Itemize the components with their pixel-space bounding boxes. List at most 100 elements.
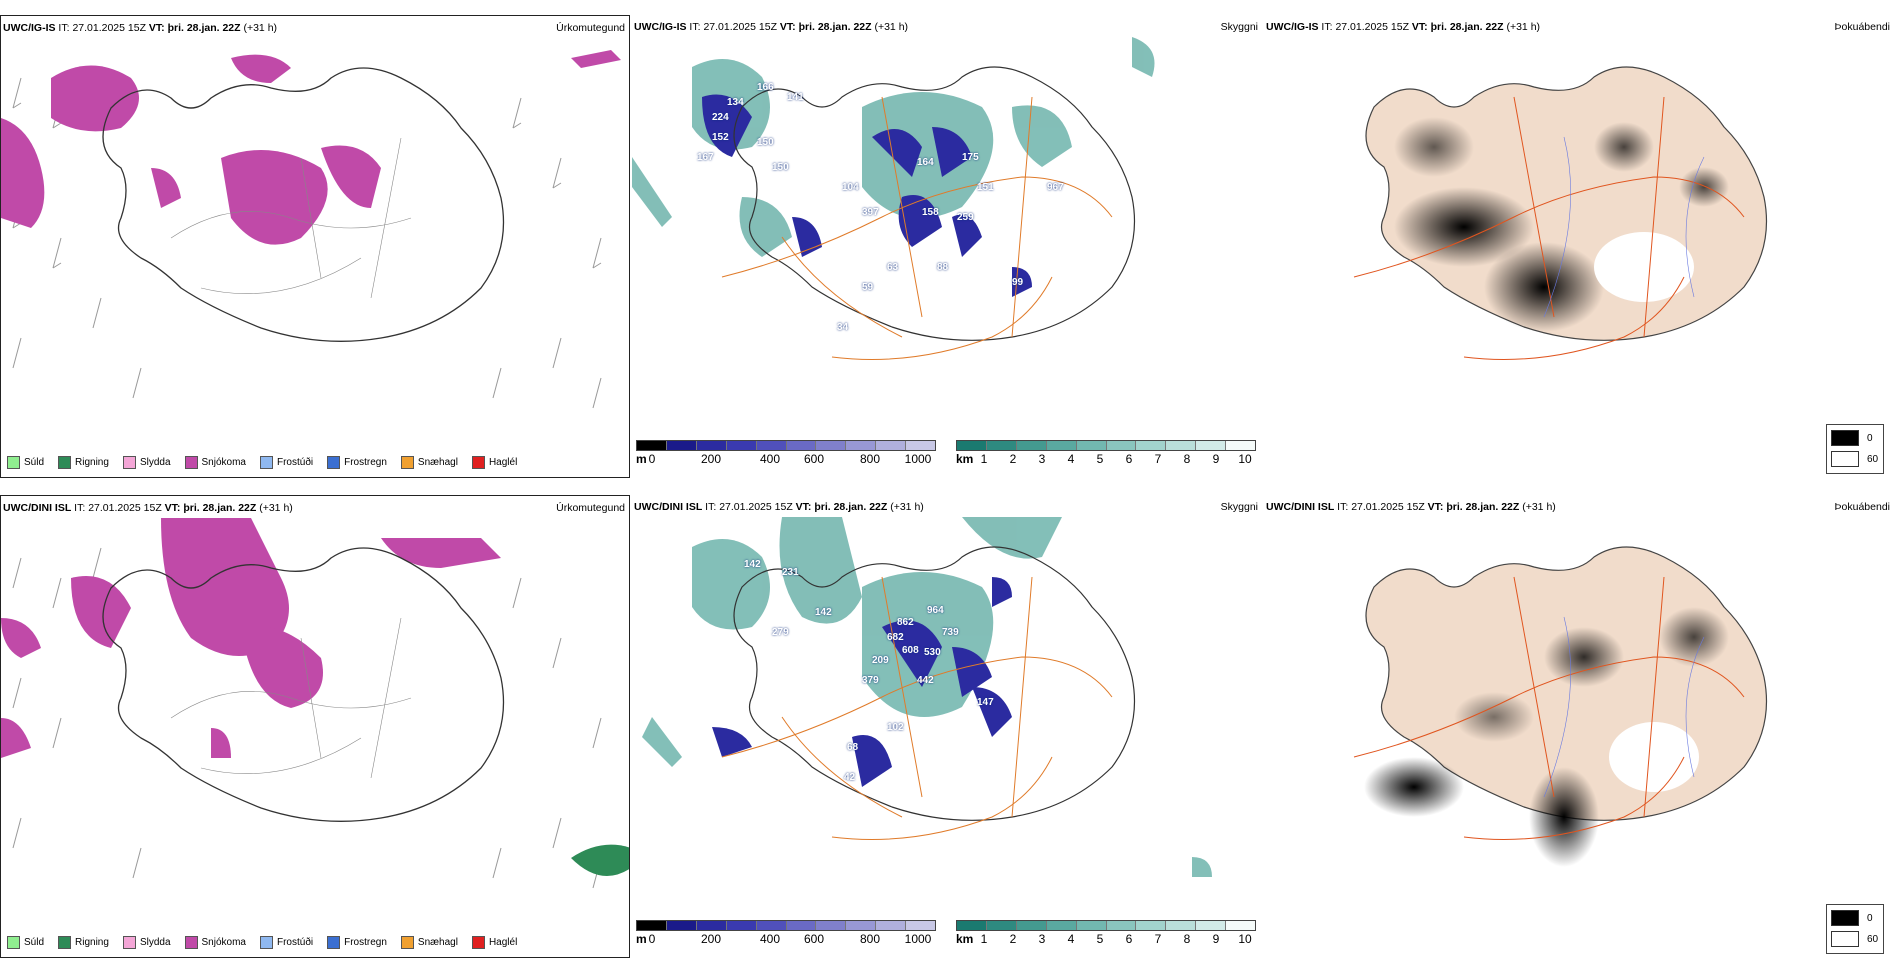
- visibility-scale: km 1 2 3 4 5 6 7 8 9 10: [956, 920, 1256, 954]
- cloud-base-label: 151: [977, 182, 994, 193]
- scale-tick: 5: [1096, 932, 1104, 946]
- cloud-base-label: 104: [842, 182, 859, 193]
- legend-item-haglel: Haglél: [471, 936, 517, 949]
- scale-tick: 3: [1038, 932, 1046, 946]
- scale-tick: 800: [859, 932, 881, 946]
- cloud-base-label: 279: [772, 627, 789, 638]
- panel-header: UWC/DINI ISL IT: 27.01.2025 15Z VT: þri.…: [634, 501, 924, 513]
- precip-legend: Súld Rigning Slydda Snjókoma Frostúði Fr…: [7, 936, 517, 949]
- legend-item-snjokoma: Snjókoma: [184, 456, 246, 469]
- visibility-panel-row1: UWC/IG-IS IT: 27.01.2025 15Z VT: þri. 28…: [632, 15, 1262, 478]
- cloud-base-label: 442: [917, 675, 934, 686]
- legend-item-haglel: Haglél: [471, 456, 517, 469]
- fog-map: [1264, 37, 1894, 432]
- roads: [170, 617, 412, 779]
- roads: [721, 96, 1113, 360]
- scale-tick: 1000: [904, 932, 932, 946]
- cloud-base-label: 967: [1047, 182, 1064, 193]
- legend-swatch: [400, 456, 414, 469]
- fog-legend-label: 0: [1867, 432, 1873, 444]
- precip-panel-row2: UWC/DINI ISL IT: 27.01.2025 15Z VT: þri.…: [0, 495, 630, 958]
- cloud-base-label: 142: [815, 607, 832, 618]
- iceland-fog-svg: [1353, 66, 1767, 360]
- cloud-base-label: 397: [862, 207, 879, 218]
- legend-swatch: [259, 936, 273, 949]
- panel-title: Skyggni: [1220, 21, 1258, 33]
- legend-swatch: [400, 936, 414, 949]
- fog-legend: 0 60: [1826, 904, 1884, 954]
- precip-panel-row1: UWC/IG-IS IT: 27.01.2025 15Z VT: þri. 28…: [0, 15, 630, 478]
- visibility-colorbar: [956, 440, 1256, 451]
- cloud-base-label: 152: [712, 132, 729, 143]
- iceland-outline: [733, 546, 1135, 821]
- cloud-base-label: 739: [942, 627, 959, 638]
- iceland-precip-svg: [1, 518, 629, 889]
- panel-title: Úrkomutegund: [556, 22, 625, 34]
- cloud-base-scale: m 0 200 400 600 800 1000: [636, 440, 936, 474]
- cloud-base-label: 209: [872, 655, 889, 666]
- scale-tick: 9: [1212, 452, 1220, 466]
- scale-tick: 4: [1067, 932, 1075, 946]
- panel-header: UWC/IG-IS IT: 27.01.2025 15Z VT: þri. 28…: [3, 22, 278, 34]
- cloud-base-colorbar: [636, 440, 936, 451]
- legend-swatch: [58, 936, 72, 949]
- iceland-visibility-svg: [632, 37, 1155, 360]
- legend-item-frostudi: Frostúði: [259, 456, 313, 469]
- scale-unit: m: [636, 932, 647, 946]
- legend-swatch: [184, 936, 198, 949]
- legend-swatch: [471, 936, 485, 949]
- low-cloud-areas: [712, 577, 1012, 787]
- legend-swatch: [471, 456, 485, 469]
- cloud-base-label: 34: [837, 322, 849, 333]
- roads: [170, 137, 412, 299]
- scale-tick: 1: [980, 932, 988, 946]
- scale-tick: 7: [1154, 932, 1162, 946]
- cloud-base-label: 231: [782, 567, 799, 578]
- legend-item-rigning: Rigning: [58, 936, 109, 949]
- legend-swatch: [7, 936, 20, 949]
- visibility-scale: km 1 2 3 4 5 6 7 8 9 10: [956, 440, 1256, 474]
- legend-swatch: [122, 456, 136, 469]
- snow-areas: [1, 50, 621, 245]
- legend-swatch: [327, 936, 341, 949]
- rivers: [1543, 136, 1705, 318]
- legend-swatch: [327, 456, 341, 469]
- fog-index-areas: [1364, 607, 1729, 867]
- legend-item-snaehagl: Snæhagl: [400, 936, 458, 949]
- cloud-base-label: 379: [862, 675, 879, 686]
- visibility-map: 142 231 142 279 862 964 739 682 608 530 …: [632, 517, 1262, 912]
- scale-tick: 10: [1238, 932, 1252, 946]
- scale-tick: 9: [1212, 932, 1220, 946]
- cloud-base-label: 259: [957, 212, 974, 223]
- cloud-base-label: 150: [757, 137, 774, 148]
- roads: [1353, 96, 1745, 360]
- legend-item-slydda: Slydda: [122, 936, 171, 949]
- cloud-base-scale: m 0 200 400 600 800 1000: [636, 920, 936, 954]
- cloud-base-label: 88: [937, 262, 949, 273]
- cloud-base-label: 608: [902, 645, 919, 656]
- visibility-colorbar: [956, 920, 1256, 931]
- cloud-base-label: 862: [897, 617, 914, 628]
- cloud-base-label: 99: [1012, 277, 1024, 288]
- scale-unit: km: [956, 932, 974, 946]
- panel-header: UWC/IG-IS IT: 27.01.2025 15Z VT: þri. 28…: [634, 21, 909, 33]
- iceland-precip-svg: [1, 50, 621, 409]
- scale-tick: 7: [1154, 452, 1162, 466]
- legend-item-snaehagl: Snæhagl: [400, 456, 458, 469]
- scale-tick: 2: [1009, 932, 1017, 946]
- scale-tick: 8: [1183, 452, 1191, 466]
- precip-legend: Súld Rigning Slydda Snjókoma Frostúði Fr…: [7, 456, 517, 469]
- scale-tick: 1000: [904, 452, 932, 466]
- panel-header: UWC/DINI ISL IT: 27.01.2025 15Z VT: þri.…: [1266, 501, 1556, 513]
- scale-tick: 6: [1125, 452, 1133, 466]
- snow-areas: [1, 518, 501, 758]
- fog-legend-label: 0: [1867, 912, 1873, 924]
- cloud-base-label: 964: [927, 605, 944, 616]
- cloud-base-colorbar: [636, 920, 936, 931]
- fog-panel-row1: UWC/IG-IS IT: 27.01.2025 15Z VT: þri. 28…: [1264, 15, 1894, 478]
- scale-unit: km: [956, 452, 974, 466]
- scale-tick: 3: [1038, 452, 1046, 466]
- precip-map: [1, 518, 629, 913]
- panel-header: UWC/DINI ISL IT: 27.01.2025 15Z VT: þri.…: [3, 502, 293, 514]
- cloud-base-label: 147: [977, 697, 994, 708]
